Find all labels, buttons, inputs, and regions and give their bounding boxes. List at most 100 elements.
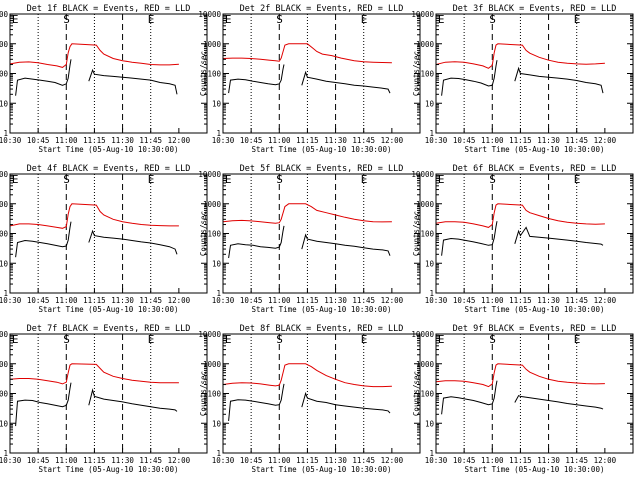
marker-label: E [148,333,155,346]
y-tick-label: 1000 [203,40,222,49]
y-tick-label: 1 [429,129,434,138]
y-axis-label: Counts/sec [199,371,208,416]
marker-label: E [12,333,19,346]
plot-frame [435,13,634,134]
x-tick-label: 11:00 [268,296,291,305]
x-tick-label: 12:00 [381,296,404,305]
plot-frame [9,173,208,294]
y-axis-label: Counts/sec [199,211,208,256]
x-tick-label: 11:15 [83,456,106,465]
y-tick-label: 100 [420,230,434,239]
x-tick-label: 11:45 [565,296,588,305]
x-tick-label: 10:30 [425,296,448,305]
y-tick-label: 10000 [411,10,434,19]
x-tick-label: 11:45 [565,456,588,465]
y-tick-label: 1000 [416,200,435,209]
series-lld-red [436,203,605,228]
x-tick-label: 11:00 [481,296,504,305]
x-tick-label: 11:45 [139,456,162,465]
y-tick-label: 1000 [203,200,222,209]
x-tick-label: 11:15 [83,136,106,145]
x-tick-label: 12:00 [168,136,191,145]
x-tick-label: 12:00 [594,456,617,465]
y-tick-label: 1 [216,449,221,458]
plot-frame [9,333,208,454]
x-tick-label: 11:00 [55,456,78,465]
x-tick-label: 11:45 [139,296,162,305]
y-tick-label: 10 [0,99,8,108]
marker-label: S [63,13,70,26]
x-tick-label: 10:45 [27,296,50,305]
panel-title: Det 5f BLACK = Events, RED = LLD [240,164,404,174]
x-tick-label: 12:00 [381,136,404,145]
y-tick-label: 10 [425,259,435,268]
x-tick-label: 10:45 [240,136,263,145]
x-tick-label: 11:00 [268,136,291,145]
x-tick-label: 11:15 [509,456,532,465]
panel-title: Det 8f BLACK = Events, RED = LLD [240,324,404,334]
x-axis-label: Start Time (05-Aug-10 10:30:00) [39,305,179,314]
y-tick-label: 1 [429,289,434,298]
marker-label: E [148,173,155,186]
marker-label: S [276,173,283,186]
x-axis-label: Start Time (05-Aug-10 10:30:00) [465,305,605,314]
x-tick-label: 10:45 [27,456,50,465]
series-lld-red [10,203,179,229]
x-tick-label: 10:30 [425,456,448,465]
series-lld-red [223,203,392,224]
x-tick-label: 11:00 [55,136,78,145]
x-axis-label: Start Time (05-Aug-10 10:30:00) [252,465,392,474]
marker-label: E [225,333,232,346]
marker-label: E [361,13,368,26]
marker-label: S [489,173,496,186]
marker-label: E [361,173,368,186]
x-tick-label: 11:45 [352,136,375,145]
y-tick-label: 10000 [198,10,221,19]
y-tick-label: 1000 [416,40,435,49]
marker-label: E [438,13,445,26]
y-tick-label: 1 [3,449,8,458]
marker-label: S [63,333,70,346]
x-axis-label: Start Time (05-Aug-10 10:30:00) [252,305,392,314]
x-tick-label: 11:00 [55,296,78,305]
x-tick-label: 11:30 [324,456,347,465]
series-events-black [441,221,604,256]
series-events-black [15,382,178,427]
panel-title: Det 1f BLACK = Events, RED = LLD [27,4,191,14]
y-axis-label: Counts/sec [412,51,421,96]
y-tick-label: 100 [420,390,434,399]
x-tick-label: 10:45 [27,136,50,145]
y-tick-label: 10 [212,99,222,108]
x-axis-label: Start Time (05-Aug-10 10:30:00) [39,145,179,154]
y-tick-label: 10000 [411,330,434,339]
x-tick-label: 11:30 [324,136,347,145]
marker-label: S [63,173,70,186]
x-tick-label: 11:30 [324,296,347,305]
series-events-black [15,221,178,258]
marker-label: E [438,333,445,346]
marker-label: E [574,333,581,346]
x-tick-label: 10:30 [0,136,22,145]
marker-label: E [574,13,581,26]
x-axis-label: Start Time (05-Aug-10 10:30:00) [465,145,605,154]
y-tick-label: 10 [0,419,8,428]
marker-label: S [276,333,283,346]
x-tick-label: 11:30 [537,456,560,465]
marker-label: S [489,333,496,346]
x-tick-label: 10:45 [240,296,263,305]
x-tick-label: 10:30 [0,296,22,305]
x-tick-label: 10:30 [425,136,448,145]
x-tick-label: 11:15 [83,296,106,305]
marker-label: E [12,173,19,186]
panel-title: Det 6f BLACK = Events, RED = LLD [453,164,617,174]
y-tick-label: 10000 [0,10,8,19]
x-tick-label: 11:45 [565,136,588,145]
y-tick-label: 100 [0,70,8,79]
y-tick-label: 1 [216,129,221,138]
plot-frame [222,333,421,454]
x-tick-label: 11:00 [268,456,291,465]
